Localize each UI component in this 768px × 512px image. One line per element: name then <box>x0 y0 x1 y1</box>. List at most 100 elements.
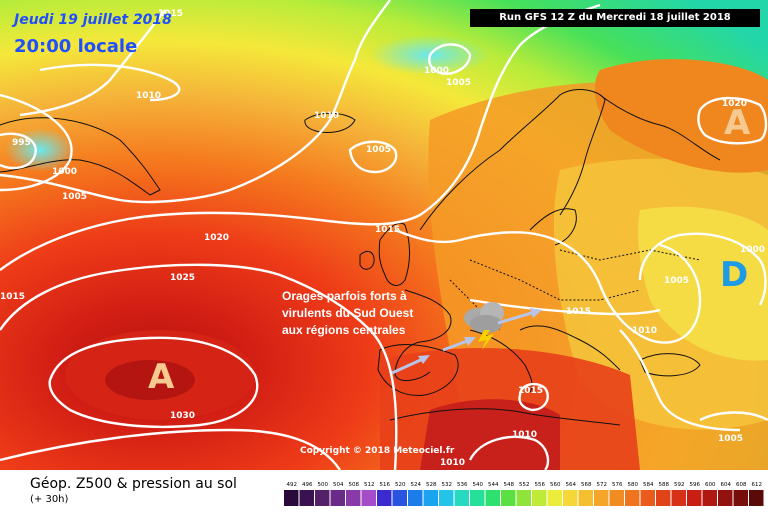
isobars <box>0 0 768 470</box>
scale-swatch <box>656 490 671 506</box>
pressure-label: 995 <box>12 138 31 148</box>
scale-swatch <box>578 490 593 506</box>
scale-swatch <box>470 490 485 506</box>
scale-swatch <box>687 490 702 506</box>
pressure-label: 1005 <box>446 78 471 88</box>
pressure-label: 1005 <box>718 434 743 444</box>
scale-swatch <box>377 490 392 506</box>
scale-swatch <box>749 490 764 506</box>
scale-swatch <box>609 490 624 506</box>
scale-swatch <box>547 490 562 506</box>
scale-tick-label: 532 <box>442 482 453 488</box>
scale-tick-label: 500 <box>318 482 329 488</box>
pressure-label: 1005 <box>62 192 87 202</box>
pressure-label: 1005 <box>366 145 391 155</box>
forecast-date: Jeudi 19 juillet 2018 <box>14 12 172 28</box>
annotation-line: virulents du Sud Ouest <box>282 306 413 320</box>
scale-tick-label: 516 <box>380 482 391 488</box>
annotation-line: Orages parfois forts à <box>282 289 407 303</box>
scale-swatch <box>346 490 361 506</box>
scale-swatch <box>423 490 438 506</box>
scale-swatch <box>485 490 500 506</box>
pressure-label: 1010 <box>314 111 339 121</box>
scale-swatch <box>625 490 640 506</box>
pressure-label: 1005 <box>664 276 689 286</box>
weather-map: 1015 1010 995 1000 1005 1010 1005 1000 1… <box>0 0 768 470</box>
copyright: Copyright © 2018 Meteociel.fr <box>300 446 455 456</box>
scale-swatch <box>718 490 733 506</box>
pressure-label: 1000 <box>52 167 77 177</box>
scale-swatch <box>671 490 686 506</box>
scale-swatch <box>501 490 516 506</box>
pressure-label: 1015 <box>158 9 183 19</box>
depression-label: D <box>720 255 748 295</box>
pressure-label: 1010 <box>632 326 657 336</box>
scale-tick-label: 580 <box>628 482 639 488</box>
pressure-label: 1020 <box>722 99 747 109</box>
scale-tick-label: 612 <box>752 482 763 488</box>
scale-swatch <box>516 490 531 506</box>
scale-tick-label: 496 <box>302 482 313 488</box>
scale-swatch <box>299 490 314 506</box>
map-caption: Géop. Z500 & pression au sol <box>30 476 237 492</box>
scale-tick-label: 508 <box>349 482 360 488</box>
scale-tick-label: 520 <box>395 482 406 488</box>
pressure-label: 1020 <box>204 233 229 243</box>
storm-annotation: Orages parfois forts à virulents du Sud … <box>282 289 413 337</box>
pressure-label: 1010 <box>136 91 161 101</box>
scale-tick-label: 576 <box>612 482 623 488</box>
annotation-line: aux régions centrales <box>282 323 406 337</box>
storm-cloud-icon <box>464 302 504 350</box>
scale-tick-label: 564 <box>566 482 577 488</box>
scale-swatch <box>733 490 748 506</box>
scale-swatch <box>563 490 578 506</box>
pressure-label: 1030 <box>170 411 195 421</box>
pressure-label: 1025 <box>170 273 195 283</box>
scale-tick-label: 504 <box>333 482 344 488</box>
scale-tick-label: 544 <box>488 482 499 488</box>
legend-area: Géop. Z500 & pression au sol (+ 30h) 492… <box>0 470 768 512</box>
scale-swatch <box>408 490 423 506</box>
scale-swatch <box>315 490 330 506</box>
scale-tick-label: 492 <box>287 482 298 488</box>
pressure-label: 1015 <box>518 386 543 396</box>
pressure-label: 1010 <box>512 430 537 440</box>
scale-swatch <box>594 490 609 506</box>
wind-arrows <box>391 308 542 375</box>
pressure-labels: 1015 1010 995 1000 1005 1010 1005 1000 1… <box>0 9 765 468</box>
scale-tick-label: 528 <box>426 482 437 488</box>
scale-swatch <box>439 490 454 506</box>
scale-swatch <box>640 490 655 506</box>
scale-swatch <box>330 490 345 506</box>
scale-tick-label: 556 <box>535 482 546 488</box>
forecast-hour: 20:00 locale <box>14 36 138 57</box>
scale-tick-label: 604 <box>721 482 732 488</box>
pressure-label: 1015 <box>375 225 400 235</box>
scale-swatch <box>284 490 299 506</box>
scale-tick-label: 536 <box>457 482 468 488</box>
scale-tick-label: 524 <box>411 482 422 488</box>
scale-tick-label: 592 <box>674 482 685 488</box>
pressure-label: 1000 <box>740 245 765 255</box>
pressure-label: 1000 <box>424 66 449 76</box>
scale-swatch <box>532 490 547 506</box>
pressure-label: 1015 <box>0 292 25 302</box>
scale-tick-label: 540 <box>473 482 484 488</box>
scale-tick-label: 512 <box>364 482 375 488</box>
scale-swatch <box>702 490 717 506</box>
pressure-label: 1015 <box>566 307 591 317</box>
scale-tick-label: 552 <box>519 482 530 488</box>
scale-tick-label: 584 <box>643 482 654 488</box>
forecast-offset: (+ 30h) <box>30 494 69 505</box>
scale-tick-label: 588 <box>659 482 670 488</box>
scale-tick-label: 568 <box>581 482 592 488</box>
scale-swatch <box>392 490 407 506</box>
scale-swatch <box>454 490 469 506</box>
scale-tick-label: 572 <box>597 482 608 488</box>
scale-tick-label: 548 <box>504 482 515 488</box>
scale-tick-label: 560 <box>550 482 561 488</box>
anticyclone-label: A <box>724 103 751 143</box>
model-run-banner: Run GFS 12 Z du Mercredi 18 juillet 2018 <box>470 9 760 27</box>
scale-tick-label: 608 <box>736 482 747 488</box>
scale-tick-label: 596 <box>690 482 701 488</box>
